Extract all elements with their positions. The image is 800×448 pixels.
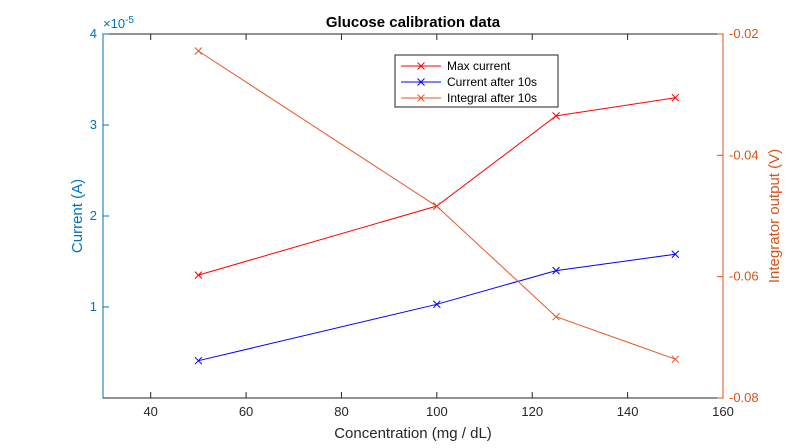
legend-item: Integral after 10s — [401, 91, 537, 105]
legend-label: Max current — [447, 59, 511, 73]
legend-label: Integral after 10s — [447, 91, 537, 105]
series-line-2 — [198, 50, 676, 360]
y-axis-right-ticks: -0.02 -0.04 -0.06 -0.08 — [717, 26, 759, 405]
data-point-marker — [552, 112, 560, 120]
y-left-tick-label: 2 — [90, 208, 97, 223]
legend-item: Current after 10s — [401, 75, 537, 89]
y-right-tick-label: -0.04 — [729, 147, 759, 162]
y-right-tick-label: -0.02 — [729, 26, 759, 41]
legend-label: Current after 10s — [447, 75, 537, 89]
data-point-marker — [552, 266, 560, 275]
y-left-tick-label: 3 — [90, 117, 97, 132]
series-layer — [194, 47, 680, 365]
data-point-marker — [552, 312, 560, 321]
x-tick-label: 100 — [426, 404, 448, 419]
y-right-tick-label: -0.06 — [729, 269, 759, 284]
exponent-label: ×10-5 — [103, 15, 134, 31]
x-tick-label: 120 — [521, 404, 543, 419]
data-point-marker — [194, 271, 203, 280]
data-point-marker — [671, 355, 680, 364]
y-left-tick-label: 4 — [90, 26, 97, 41]
data-point-marker — [194, 356, 203, 365]
data-point-marker — [671, 93, 680, 102]
x-axis-ticks: 40 60 80 100 120 140 160 — [143, 34, 734, 419]
y-axis-left-ticks: 1 2 3 4 — [90, 26, 109, 398]
x-tick-label: 140 — [617, 404, 639, 419]
legend: Max current Current after 10s Integral aft… — [394, 54, 559, 108]
y-right-tick-label: -0.08 — [729, 390, 759, 405]
x-tick-label: 60 — [239, 404, 253, 419]
x-tick-label: 160 — [712, 404, 734, 419]
series-line-1 — [198, 253, 676, 362]
x-axis-label: Concentration (mg / dL) — [334, 425, 492, 442]
series-line-0 — [198, 97, 676, 276]
data-point-marker — [432, 202, 441, 211]
x-tick-label: 40 — [143, 404, 157, 419]
y-axis-label-left: Current (A) — [69, 179, 86, 253]
chart-title: Glucose calibration data — [326, 14, 501, 31]
x-tick-label: 80 — [334, 404, 348, 419]
data-point-marker — [671, 250, 680, 259]
legend-item: Max current — [401, 59, 511, 73]
y-left-tick-label: 1 — [90, 299, 97, 314]
data-point-marker — [432, 300, 441, 309]
data-point-marker — [194, 47, 203, 55]
y-axis-label-right: Integrator output (V) — [766, 149, 783, 283]
